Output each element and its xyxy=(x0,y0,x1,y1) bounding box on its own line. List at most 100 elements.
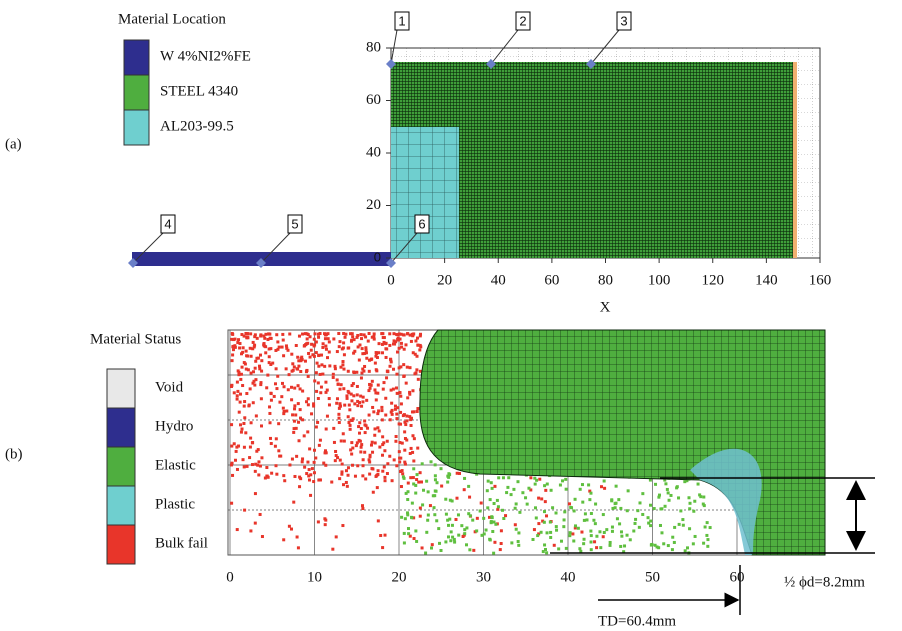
debris xyxy=(313,379,316,382)
debris xyxy=(246,465,249,468)
debris xyxy=(411,451,414,454)
debris xyxy=(369,455,372,458)
debris xyxy=(534,506,537,509)
debris xyxy=(236,394,239,397)
debris xyxy=(307,333,310,336)
debris xyxy=(288,525,291,528)
debris xyxy=(249,387,252,390)
debris xyxy=(555,511,558,514)
debris xyxy=(265,466,268,469)
debris xyxy=(374,427,377,430)
debris xyxy=(282,339,285,342)
x-tick-label: 60 xyxy=(730,569,745,585)
debris xyxy=(259,381,262,384)
debris xyxy=(534,483,537,486)
debris xyxy=(231,359,234,362)
debris xyxy=(447,524,450,527)
debris xyxy=(569,531,572,534)
debris xyxy=(533,528,536,531)
debris xyxy=(277,422,280,425)
debris xyxy=(480,502,483,505)
edge-strip xyxy=(793,62,797,258)
debris xyxy=(412,459,415,462)
debris xyxy=(282,474,285,477)
debris xyxy=(299,408,302,411)
debris xyxy=(390,389,393,392)
debris xyxy=(275,333,278,336)
debris xyxy=(396,351,399,354)
debris xyxy=(254,470,257,473)
debris xyxy=(573,509,576,512)
debris xyxy=(486,489,489,492)
debris xyxy=(659,524,662,527)
debris xyxy=(370,358,373,361)
debris xyxy=(405,382,408,385)
debris xyxy=(702,503,705,506)
debris xyxy=(682,524,685,527)
debris xyxy=(677,496,680,499)
debris xyxy=(465,543,468,546)
debris xyxy=(319,391,322,394)
debris xyxy=(383,449,386,452)
debris xyxy=(518,511,521,514)
debris xyxy=(381,418,384,421)
debris xyxy=(481,534,484,537)
debris xyxy=(580,531,583,534)
debris xyxy=(285,409,288,412)
debris xyxy=(356,393,359,396)
debris xyxy=(270,399,273,402)
debris xyxy=(664,505,667,508)
debris xyxy=(349,424,352,427)
debris xyxy=(476,517,479,520)
debris xyxy=(381,343,384,346)
debris xyxy=(394,408,397,411)
y-tick-label: 0 xyxy=(374,249,381,264)
debris xyxy=(390,411,393,414)
debris xyxy=(402,333,405,336)
debris xyxy=(399,423,402,426)
debris xyxy=(320,354,323,357)
debris xyxy=(447,535,450,538)
debris xyxy=(542,550,545,553)
debris xyxy=(684,549,687,552)
debris xyxy=(313,471,316,474)
debris xyxy=(546,483,549,486)
debris xyxy=(399,411,402,414)
debris xyxy=(347,466,350,469)
debris xyxy=(589,492,592,495)
debris xyxy=(540,497,543,500)
debris xyxy=(309,356,312,359)
debris xyxy=(560,540,563,543)
debris xyxy=(565,488,568,491)
debris xyxy=(408,393,411,396)
debris xyxy=(434,463,437,466)
node-label: 2 xyxy=(519,13,526,28)
debris xyxy=(328,403,331,406)
debris xyxy=(276,340,279,343)
x-tick-label: 80 xyxy=(598,272,613,288)
debris xyxy=(392,342,395,345)
debris xyxy=(249,446,252,449)
debris xyxy=(572,539,575,542)
debris xyxy=(277,449,280,452)
debris xyxy=(331,548,334,551)
debris xyxy=(343,404,346,407)
debris xyxy=(271,362,274,365)
debris xyxy=(293,407,296,410)
debris xyxy=(268,333,271,336)
debris xyxy=(493,485,496,488)
debris xyxy=(288,333,291,336)
legend-label: STEEL 4340 xyxy=(160,83,238,99)
debris xyxy=(517,544,520,547)
debris xyxy=(692,542,695,545)
debris xyxy=(544,500,547,503)
debris xyxy=(386,370,389,373)
debris xyxy=(344,336,347,339)
debris xyxy=(467,485,470,488)
debris xyxy=(414,492,417,495)
debris xyxy=(270,472,273,475)
debris xyxy=(517,531,520,534)
debris xyxy=(584,512,587,515)
debris xyxy=(371,380,374,383)
panel-label: (b) xyxy=(5,446,23,462)
